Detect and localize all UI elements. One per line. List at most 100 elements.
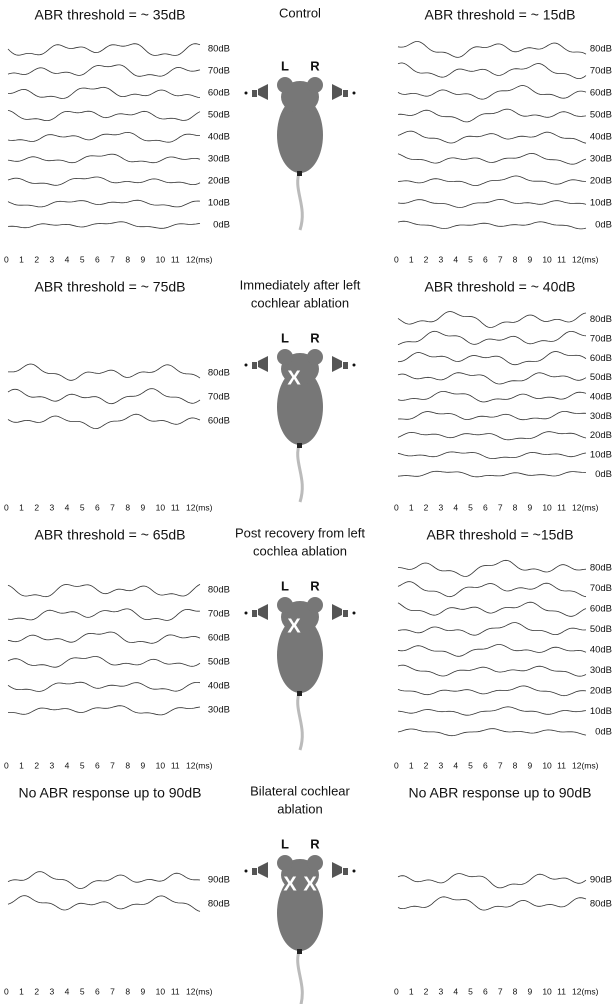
- waveform: [398, 331, 586, 344]
- axis-tick-label: 11: [171, 986, 180, 996]
- level-label: 50dB: [208, 657, 230, 668]
- level-label: 50dB: [208, 110, 230, 121]
- axis-tick-label: 9: [528, 502, 533, 512]
- speaker: [332, 862, 348, 878]
- level-label: 50dB: [590, 372, 612, 383]
- axis-tick-label: 6: [95, 502, 100, 512]
- waveform: [398, 199, 586, 207]
- waveform: [398, 665, 586, 676]
- waveform: [398, 686, 586, 696]
- mouse-tail: [298, 948, 303, 1004]
- level-label: 10dB: [590, 198, 612, 209]
- axis-tick-label: 2: [34, 502, 39, 512]
- axis-tick-label: 3: [439, 502, 444, 512]
- level-label: 80dB: [208, 899, 230, 910]
- waveform: [8, 154, 200, 163]
- axis-tick-label: 4: [453, 254, 458, 264]
- axis-tick-label: 12(ms): [186, 502, 213, 512]
- axis-tick-label: 8: [125, 254, 130, 264]
- level-label: 0dB: [595, 220, 612, 231]
- axis-tick-label: 11: [557, 760, 566, 770]
- axis-tick-label: 1: [409, 502, 414, 512]
- waveform: [398, 582, 586, 597]
- waveform: [8, 65, 200, 76]
- waveform: [398, 312, 586, 328]
- axis-tick-label: 2: [424, 254, 429, 264]
- axis-tick-label: 7: [110, 254, 115, 264]
- level-label: 70dB: [208, 392, 230, 403]
- axis-tick-label: 11: [171, 760, 180, 770]
- level-label: 40dB: [590, 645, 612, 656]
- axis-tick-label: 10: [156, 986, 166, 996]
- axis-tick-label: 5: [468, 760, 473, 770]
- level-label: 20dB: [590, 430, 612, 441]
- waveform: [8, 414, 200, 428]
- level-label: 30dB: [590, 154, 612, 165]
- axis-tick-label: 3: [50, 502, 55, 512]
- axis-tick-label: 0: [4, 502, 9, 512]
- waveform: [8, 222, 200, 229]
- axis-tick-label: 0: [394, 254, 399, 264]
- mouse-ear: [307, 349, 323, 365]
- axis-tick-label: 11: [171, 254, 180, 264]
- waveform: [8, 110, 200, 120]
- waveform: [8, 609, 200, 621]
- panel-title: ABR threshold = ~ 35dB: [35, 7, 186, 23]
- level-label: 60dB: [590, 88, 612, 99]
- speaker: [332, 84, 348, 100]
- axis-tick-label: 2: [424, 760, 429, 770]
- axis-tick-label: 8: [513, 502, 518, 512]
- waveform: [8, 389, 200, 404]
- level-label: 30dB: [590, 411, 612, 422]
- axis-tick-label: 7: [498, 254, 503, 264]
- mouse-ear: [277, 855, 293, 871]
- axis-tick-label: 5: [468, 502, 473, 512]
- waveform: [398, 86, 586, 100]
- panel-title: ABR threshold = ~ 75dB: [35, 279, 186, 295]
- axis-tick-label: 9: [141, 254, 146, 264]
- waveform: [398, 602, 586, 616]
- waveform: [398, 471, 586, 477]
- panel-title: No ABR response up to 90dB: [19, 785, 202, 801]
- axis-tick-label: 7: [498, 502, 503, 512]
- ablation-mark: X: [287, 615, 301, 637]
- condition-label: cochlea ablation: [253, 543, 347, 558]
- panel-title: No ABR response up to 90dB: [409, 785, 592, 801]
- level-label: 70dB: [590, 66, 612, 77]
- axis-tick-label: 5: [80, 254, 85, 264]
- level-label: 30dB: [208, 705, 230, 716]
- mouse-ear: [307, 77, 323, 93]
- axis-tick-label: 0: [4, 986, 9, 996]
- waveform: [398, 707, 586, 715]
- axis-tick-label: 7: [498, 760, 503, 770]
- axis-tick-label: 12(ms): [572, 502, 599, 512]
- axis-tick-label: 1: [409, 254, 414, 264]
- waveform: [398, 645, 586, 657]
- level-label: 60dB: [208, 633, 230, 644]
- waveform: [8, 584, 200, 596]
- waveform: [8, 682, 200, 691]
- level-label: 60dB: [208, 88, 230, 99]
- ear-label: R: [310, 578, 320, 593]
- axis-tick-label: 9: [141, 760, 146, 770]
- axis-tick-label: 2: [34, 986, 39, 996]
- level-label: 80dB: [208, 585, 230, 596]
- axis-tick-label: 4: [453, 760, 458, 770]
- axis-tick-label: 11: [557, 502, 566, 512]
- axis-tick-label: 12(ms): [572, 986, 599, 996]
- dot: [353, 612, 356, 615]
- speaker: [252, 604, 268, 620]
- waveform: [398, 352, 586, 365]
- speaker: [332, 356, 348, 372]
- axis-tick-label: 10: [542, 986, 552, 996]
- axis-tick-label: 6: [483, 254, 488, 264]
- axis-tick-label: 8: [513, 986, 518, 996]
- level-label: 90dB: [590, 875, 612, 886]
- waveform: [398, 392, 586, 403]
- axis-tick-label: 12(ms): [572, 760, 599, 770]
- axis-tick-label: 4: [65, 986, 70, 996]
- speaker: [252, 84, 268, 100]
- level-label: 70dB: [590, 334, 612, 345]
- axis-tick-label: 7: [110, 760, 115, 770]
- axis-tick-label: 10: [156, 254, 166, 264]
